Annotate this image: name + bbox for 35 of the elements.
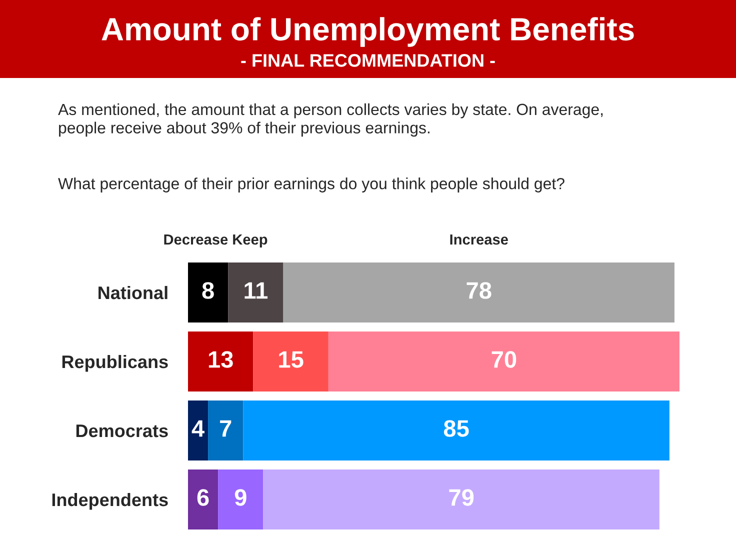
data-label: 9 <box>234 489 246 506</box>
data-label: 13 <box>208 351 233 368</box>
bar <box>283 262 674 323</box>
series-label: Increase <box>450 234 508 245</box>
data-label: 7 <box>220 420 232 437</box>
data-label: 79 <box>449 489 474 506</box>
y-tick-label: Democrats <box>76 424 168 438</box>
y-tick-label: Independents <box>52 492 168 510</box>
y-tick-label: Republicans <box>62 354 168 372</box>
data-label: 6 <box>197 489 209 506</box>
bar <box>328 331 680 392</box>
chart-subtitle: - FINAL RECOMMENDATION - <box>241 54 495 67</box>
text: What percentage of their prior earnings do you think people should get? <box>58 178 564 192</box>
bar <box>188 469 218 530</box>
bar <box>228 262 284 323</box>
bar <box>188 262 228 323</box>
series-label: Decrease <box>164 234 228 245</box>
y-tick-label: National <box>98 286 168 300</box>
data-label: 78 <box>466 282 492 299</box>
data-label: 11 <box>244 282 268 299</box>
bar <box>188 400 208 461</box>
bar <box>208 400 244 461</box>
bar <box>253 331 328 392</box>
data-label: 15 <box>279 351 304 368</box>
text: As mentioned, the amount that a person collects varies by state. On average, people receive about 39% of their previous earnings. <box>58 103 603 137</box>
data-label: 85 <box>444 420 469 437</box>
chart-title: Amount of Unemployment Benefits <box>102 17 634 47</box>
bar <box>218 469 264 530</box>
bar <box>188 331 254 392</box>
bar <box>263 469 660 530</box>
data-label: 4 <box>192 420 204 437</box>
data-label: 70 <box>492 351 516 368</box>
bar <box>243 400 670 461</box>
series-label: Keep <box>233 234 268 248</box>
data-label: 8 <box>202 282 214 299</box>
